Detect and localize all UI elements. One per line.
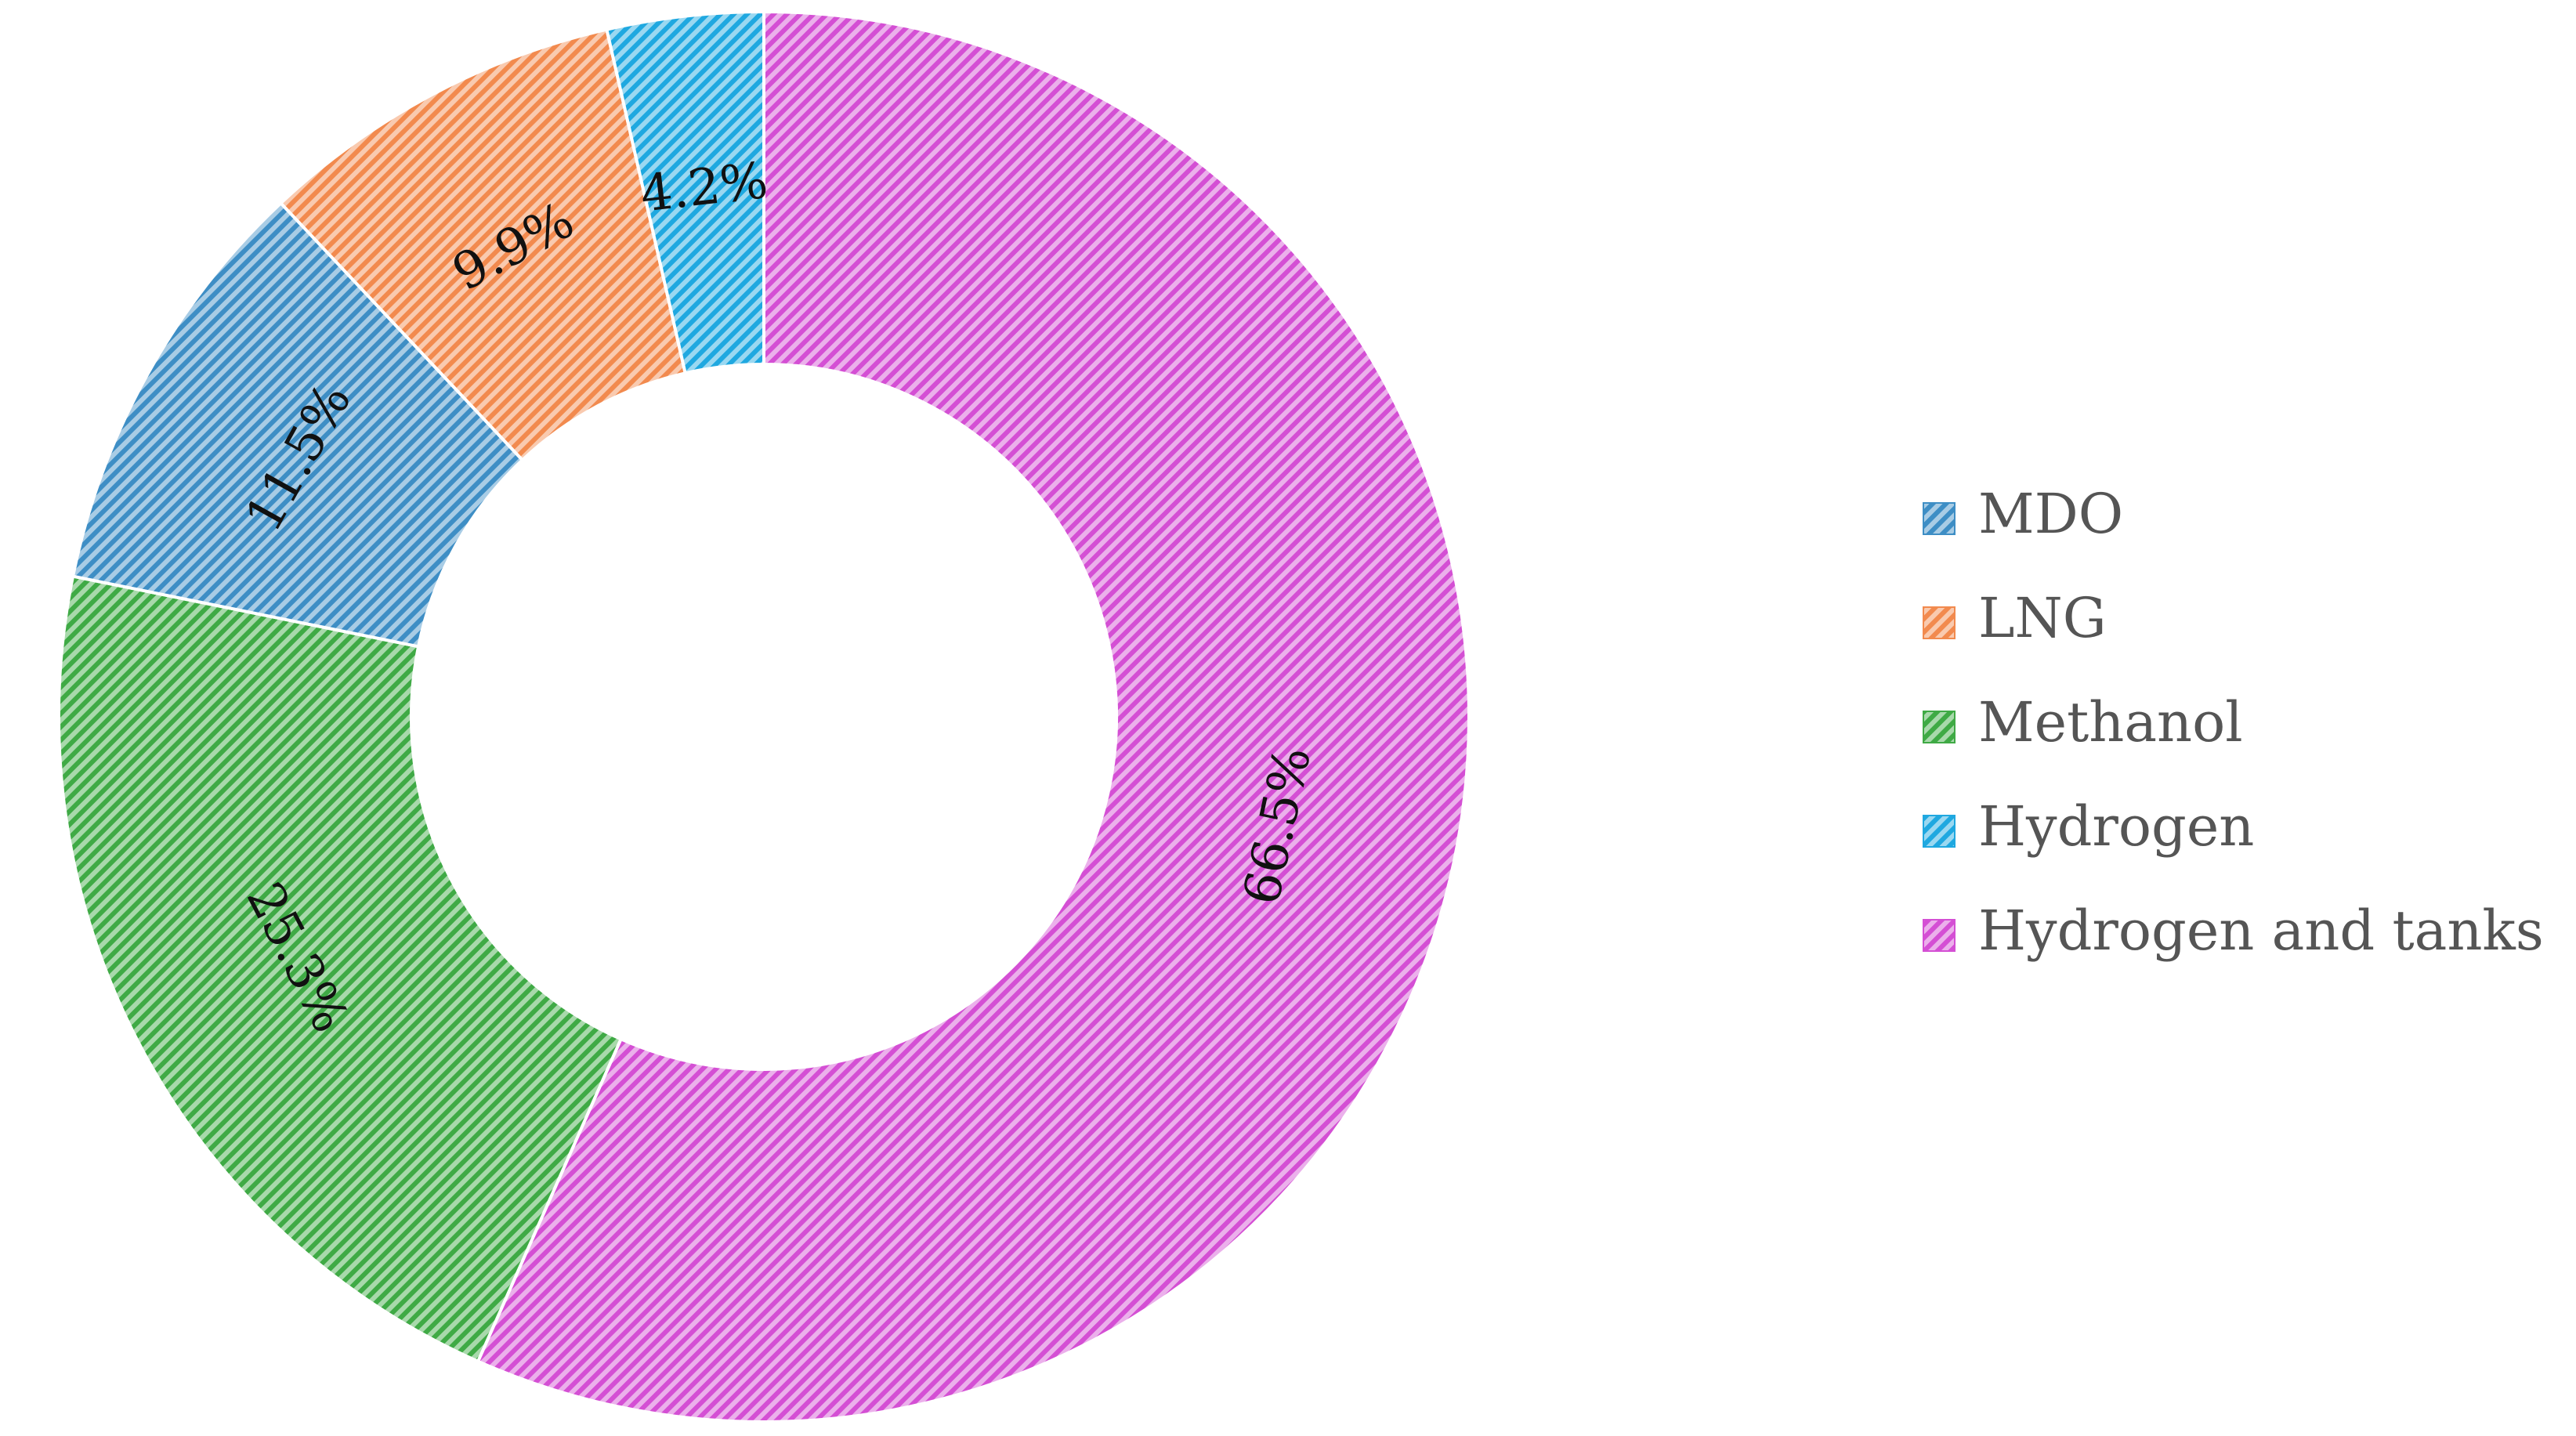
slice-hydrogen-and-tanks <box>476 9 1471 1423</box>
legend-label-hydrogen: Hydrogen <box>1978 794 2254 859</box>
legend-item-hydrogen-and-tanks: Hydrogen and tanks <box>1923 899 2544 963</box>
legend-swatch-lng <box>1923 606 1956 639</box>
legend-swatch-hydrogen <box>1923 815 1956 848</box>
legend-swatch-methanol <box>1923 711 1956 743</box>
legend-label-hydrogen-and-tanks: Hydrogen and tanks <box>1978 899 2544 963</box>
slice-hydrogen <box>605 9 765 375</box>
legend-swatch-hydrogen-and-tanks <box>1923 919 1956 952</box>
legend-item-hydrogen: Hydrogen <box>1923 794 2254 859</box>
legend-label-lng: LNG <box>1978 586 2107 650</box>
slice-methanol <box>57 574 624 1364</box>
slice-lng <box>278 27 688 462</box>
donut-slices <box>57 9 1471 1423</box>
legend-label-mdo: MDO <box>1978 482 2123 546</box>
legend-item-mdo: MDO <box>1923 482 2123 546</box>
slice-mdo <box>71 201 525 649</box>
legend-item-methanol: Methanol <box>1923 690 2243 754</box>
legend-swatch-mdo <box>1923 502 1956 535</box>
legend-label-methanol: Methanol <box>1978 690 2243 754</box>
data-label-hydrogen: 4.2% <box>638 152 771 224</box>
legend: MDO LNG Methanol Hydrogen Hydrogen and tanks <box>1923 482 2544 963</box>
legend-item-lng: LNG <box>1923 586 2107 650</box>
